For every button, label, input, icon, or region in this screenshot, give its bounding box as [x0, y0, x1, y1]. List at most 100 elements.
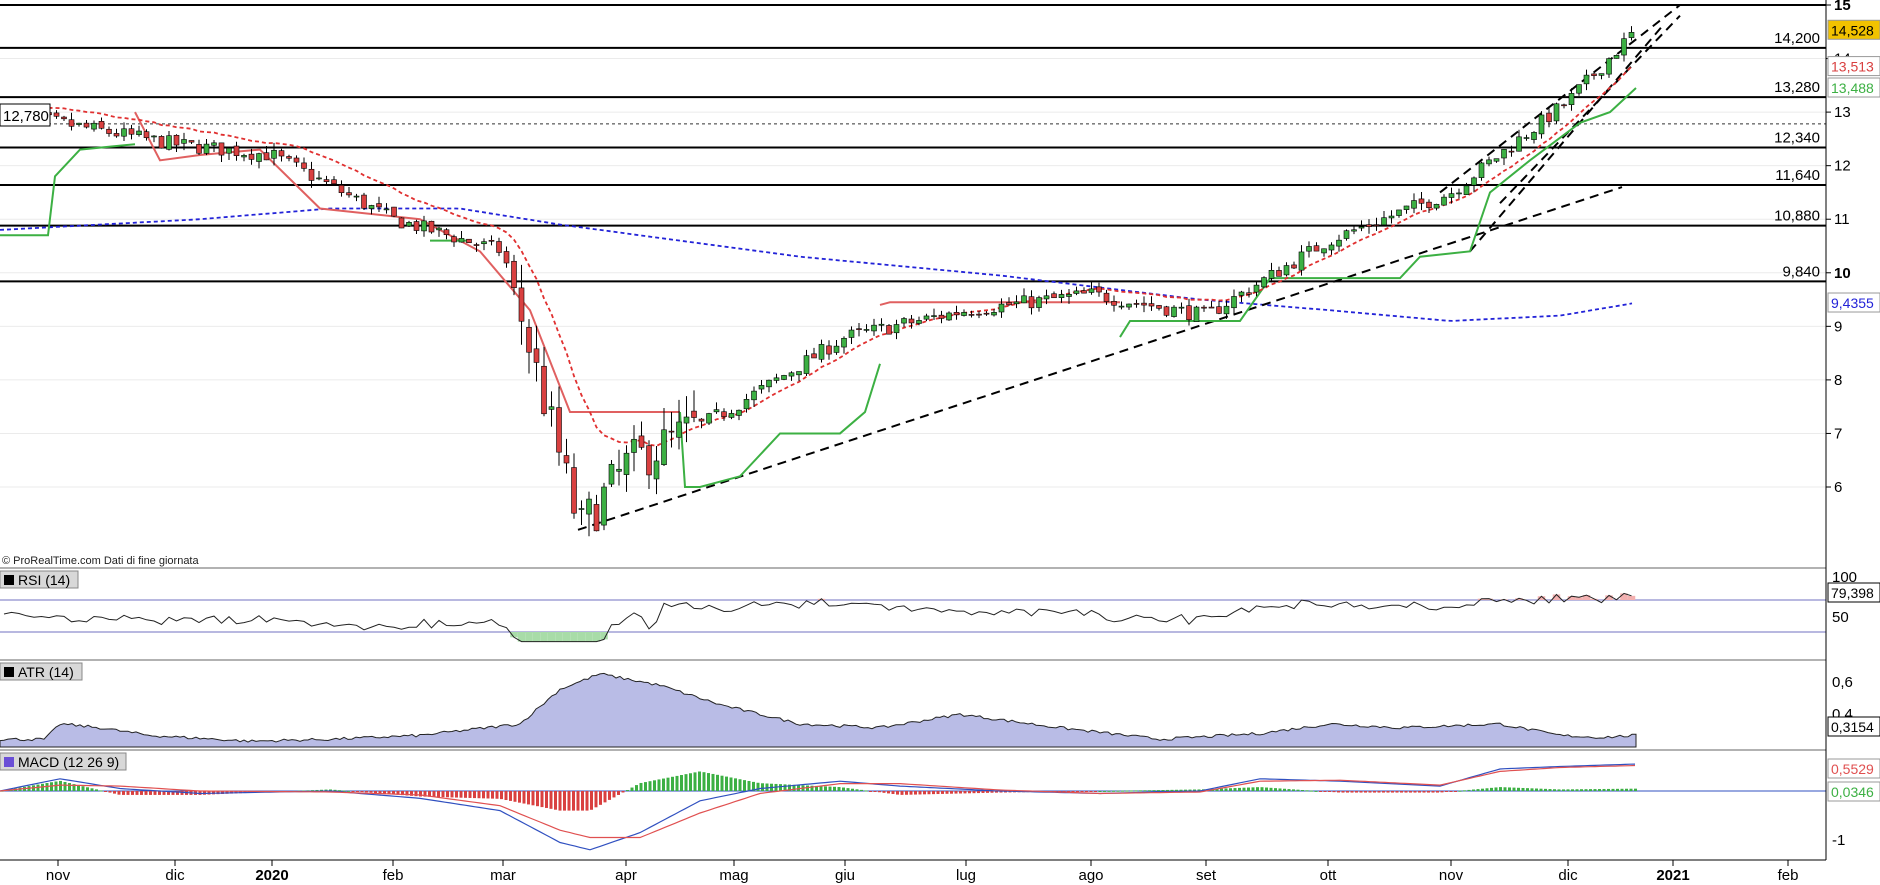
macd-histogram-bar [923, 791, 926, 795]
candle-body [1328, 244, 1335, 251]
candle-body [571, 467, 577, 514]
macd-histogram-bar [1188, 789, 1192, 791]
candle-body [301, 162, 307, 169]
macd-histogram-bar [369, 791, 373, 793]
candle-body [286, 156, 292, 159]
candle-body [1343, 230, 1350, 239]
macd-histogram-bar [1265, 787, 1268, 791]
macd-histogram-bar [1125, 790, 1129, 792]
macd-histogram-bar [140, 791, 143, 795]
macd-histogram-bar [72, 784, 76, 791]
candle-body [1336, 239, 1342, 247]
macd-histogram-bar [1418, 791, 1421, 793]
macd-histogram-bar [513, 791, 517, 802]
macd-histogram-bar [599, 791, 602, 805]
candle-body [736, 409, 742, 416]
macd-histogram-bar [1521, 787, 1525, 791]
candle-body [1418, 198, 1425, 204]
macd-histogram-bar [1238, 787, 1241, 791]
rsi-value-label: 79,398 [1831, 585, 1874, 601]
candle-body [1006, 302, 1012, 306]
candle-body [323, 179, 330, 183]
macd-histogram-bar [1260, 787, 1264, 791]
x-axis-month-label: nov [1439, 867, 1464, 884]
candle-body [916, 320, 922, 324]
rsi-line [3, 592, 1632, 643]
candle-body [353, 195, 360, 198]
price-value-tag-label: 14,528 [1831, 22, 1874, 38]
macd-histogram-bar [342, 790, 346, 792]
macd-histogram-bar [630, 787, 634, 791]
macd-histogram-bar [1143, 790, 1147, 792]
candle-body [901, 318, 907, 324]
rsi-overbought-fill [1620, 593, 1628, 600]
macd-histogram-bar [1310, 790, 1313, 792]
macd-histogram-bar [1472, 789, 1475, 791]
candle-body [946, 312, 952, 321]
macd-histogram-bar [666, 777, 670, 791]
atr-panel: ATR (14) [0, 662, 1637, 748]
macd-histogram-bar [446, 791, 449, 798]
macd-histogram-bar [360, 791, 364, 792]
candle-body [1058, 294, 1065, 298]
stop-green-1 [0, 143, 136, 237]
macd-histogram-bar [657, 779, 661, 791]
candle-body [181, 139, 187, 144]
candle-body [188, 140, 195, 143]
candle-body [451, 236, 457, 243]
candle-body [556, 407, 562, 453]
candle-body [203, 143, 210, 154]
macd-histogram-bar [50, 782, 53, 791]
stop-lines [0, 87, 1637, 488]
macd-histogram-bar [1589, 789, 1592, 791]
candle-body [683, 416, 690, 424]
macd-histogram-bar [864, 790, 868, 792]
macd-histogram-bar [792, 784, 796, 791]
macd-histogram-bar [567, 791, 571, 811]
rsi-overbought-fill [1575, 597, 1583, 600]
atr-tick-06: 0,6 [1832, 674, 1853, 691]
macd-histogram-bar [1566, 789, 1570, 791]
macd-histogram-bar [617, 791, 620, 795]
rsi-oversold-fill [510, 632, 518, 638]
macd-histogram-bar [338, 790, 341, 792]
macd-histogram-bar [576, 791, 580, 811]
macd-histogram-bar [729, 777, 733, 791]
price-axis-label: 9 [1834, 318, 1842, 335]
macd-histogram-bar [639, 782, 643, 791]
macd-histogram-bar [396, 791, 400, 795]
rsi-oversold-fill [585, 632, 593, 642]
candle-body [1523, 137, 1530, 139]
candle-body [383, 208, 390, 211]
rsi-oversold-fill [525, 632, 533, 642]
candle-body [931, 315, 937, 317]
candles [1, 26, 1635, 537]
macd-histogram-bar [594, 791, 598, 808]
macd-histogram-bar [608, 791, 611, 800]
candle-body [1163, 306, 1170, 316]
candle-body [1433, 203, 1440, 209]
price-panel: 14,200 13,280 12,340 11,640 10,880 9,840 12,7… [0, 4, 1826, 567]
rsi-overbought-fill [1605, 595, 1613, 600]
macd-histogram-bar [1400, 791, 1403, 793]
candle-body [766, 379, 772, 388]
candle-body [953, 312, 960, 316]
candle-body [616, 468, 622, 472]
candle-body [773, 377, 780, 381]
macd-histogram-bar [333, 789, 337, 791]
macd-histogram-bar [846, 788, 850, 791]
macd-histogram-bar [477, 791, 481, 799]
macd-histogram-bar [99, 790, 103, 792]
macd-histogram-bar [1526, 788, 1529, 791]
macd-histogram-bar [1242, 787, 1246, 791]
macd-histogram-bar [1539, 788, 1543, 791]
macd-histogram-bar [963, 791, 967, 794]
macd-histogram-bar [1382, 791, 1385, 793]
macd-histogram-bar [504, 791, 508, 801]
macd-histogram-bar [1427, 791, 1430, 793]
macd-histogram-bar [1076, 791, 1079, 792]
macd-histogram-bar [788, 784, 791, 791]
macd-histogram-bar [180, 791, 184, 795]
candle-body [1583, 74, 1590, 85]
macd-histogram-bar [1593, 789, 1597, 791]
